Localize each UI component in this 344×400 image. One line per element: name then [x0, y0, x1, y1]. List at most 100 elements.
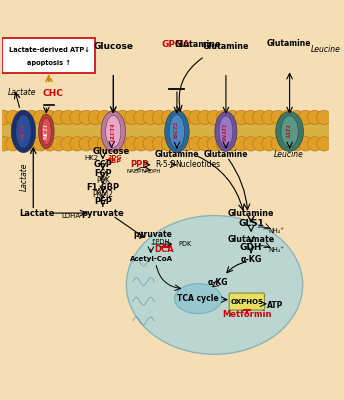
Text: Glutamate: Glutamate	[227, 235, 275, 244]
Text: Glutamine: Glutamine	[204, 150, 248, 159]
Text: pyruvate: pyruvate	[133, 230, 172, 239]
Text: Glucose: Glucose	[93, 146, 130, 156]
Text: 3BP: 3BP	[107, 159, 121, 164]
Circle shape	[225, 110, 240, 124]
Circle shape	[207, 110, 221, 124]
Circle shape	[0, 110, 11, 124]
Ellipse shape	[215, 112, 237, 151]
Circle shape	[143, 137, 157, 151]
Circle shape	[262, 137, 276, 151]
Circle shape	[88, 137, 103, 151]
Circle shape	[42, 137, 57, 151]
Circle shape	[42, 110, 57, 124]
Circle shape	[207, 137, 221, 151]
Circle shape	[79, 110, 93, 124]
Circle shape	[116, 137, 130, 151]
Text: Leucine: Leucine	[274, 150, 304, 159]
Circle shape	[6, 110, 20, 124]
Text: DCA: DCA	[154, 245, 174, 254]
Text: F1,6BP: F1,6BP	[86, 183, 119, 192]
Circle shape	[317, 110, 331, 124]
Circle shape	[33, 137, 47, 151]
Circle shape	[6, 137, 20, 151]
Circle shape	[253, 137, 267, 151]
Text: PEP: PEP	[94, 197, 112, 206]
Circle shape	[271, 110, 286, 124]
Circle shape	[61, 137, 75, 151]
Ellipse shape	[165, 110, 189, 153]
Circle shape	[125, 137, 139, 151]
Text: MCT4: MCT4	[21, 123, 26, 140]
Text: Leucine: Leucine	[311, 45, 341, 54]
Circle shape	[262, 110, 276, 124]
Circle shape	[106, 137, 121, 151]
Text: TCA cycle: TCA cycle	[178, 294, 219, 303]
Text: Acetyl-CoA: Acetyl-CoA	[130, 256, 173, 262]
Circle shape	[33, 110, 47, 124]
Ellipse shape	[219, 116, 233, 147]
Text: NADP⁺: NADP⁺	[126, 169, 144, 174]
Text: G6P: G6P	[93, 160, 112, 169]
Circle shape	[97, 110, 112, 124]
Circle shape	[234, 110, 249, 124]
Circle shape	[152, 137, 166, 151]
Text: NH₄⁺: NH₄⁺	[269, 247, 284, 253]
Circle shape	[116, 110, 130, 124]
Circle shape	[189, 137, 203, 151]
Ellipse shape	[16, 115, 31, 148]
Circle shape	[216, 110, 230, 124]
Circle shape	[52, 110, 66, 124]
Text: α-KG: α-KG	[240, 255, 262, 264]
Text: α-KG: α-KG	[207, 278, 228, 287]
Circle shape	[161, 137, 176, 151]
Text: PPP: PPP	[130, 160, 149, 169]
Circle shape	[152, 110, 166, 124]
Circle shape	[143, 110, 157, 124]
Circle shape	[106, 110, 121, 124]
Circle shape	[299, 110, 313, 124]
Circle shape	[97, 137, 112, 151]
Text: HK2: HK2	[85, 155, 99, 161]
Circle shape	[180, 137, 194, 151]
Circle shape	[61, 110, 75, 124]
Text: R-5-P: R-5-P	[155, 160, 175, 169]
Text: GDH: GDH	[240, 243, 262, 252]
Text: F6P: F6P	[94, 169, 112, 178]
Circle shape	[15, 110, 29, 124]
Circle shape	[125, 110, 139, 124]
Circle shape	[0, 137, 11, 151]
Text: ↑PDH: ↑PDH	[151, 239, 170, 245]
Text: pyruvate: pyruvate	[82, 208, 124, 218]
Text: Lactate-derived ATP↓: Lactate-derived ATP↓	[9, 47, 89, 53]
Text: LAT1: LAT1	[287, 124, 292, 138]
Text: ATP: ATP	[267, 301, 283, 310]
Circle shape	[134, 110, 148, 124]
Circle shape	[161, 110, 176, 124]
Circle shape	[216, 137, 230, 151]
Text: Glutamine: Glutamine	[203, 42, 249, 51]
Text: LDHA: LDHA	[61, 213, 80, 219]
Circle shape	[170, 137, 185, 151]
Text: NADPH: NADPH	[141, 169, 161, 174]
Circle shape	[253, 110, 267, 124]
Ellipse shape	[106, 116, 121, 147]
Circle shape	[70, 110, 84, 124]
Ellipse shape	[174, 284, 222, 314]
Text: Glutamine: Glutamine	[267, 39, 311, 48]
Circle shape	[198, 137, 212, 151]
Ellipse shape	[101, 111, 126, 152]
Ellipse shape	[169, 115, 184, 148]
Circle shape	[189, 110, 203, 124]
Circle shape	[225, 137, 240, 151]
Circle shape	[52, 137, 66, 151]
Circle shape	[15, 137, 29, 151]
Circle shape	[317, 137, 331, 151]
Text: ASCT2: ASCT2	[174, 122, 180, 140]
Text: GPNA: GPNA	[161, 40, 190, 49]
Circle shape	[24, 137, 39, 151]
Circle shape	[70, 137, 84, 151]
Text: Glutamine: Glutamine	[155, 150, 199, 159]
Ellipse shape	[42, 118, 51, 145]
Circle shape	[244, 137, 258, 151]
Circle shape	[308, 137, 322, 151]
